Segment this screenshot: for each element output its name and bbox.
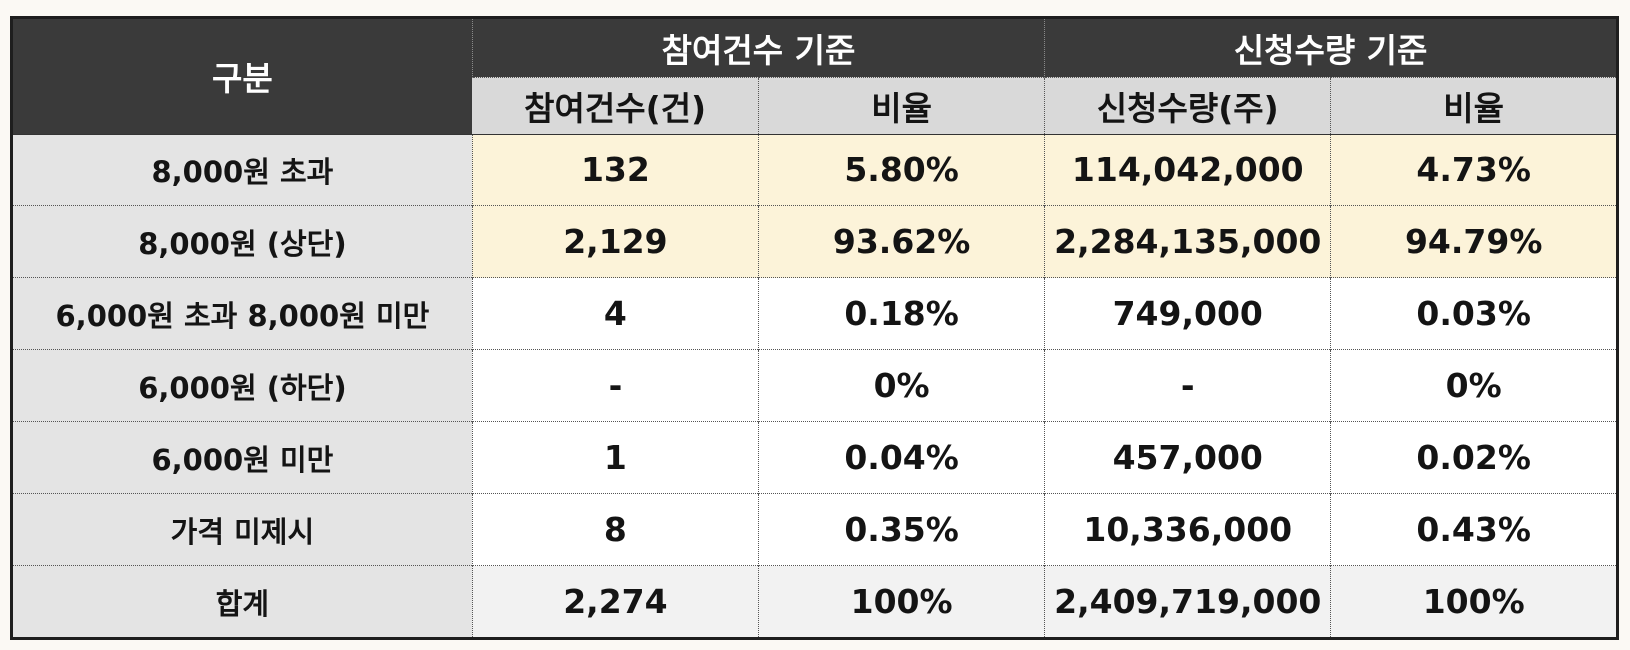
quantity-ratio-cell: 4.73%	[1330, 133, 1616, 206]
count-cell: -	[471, 349, 759, 422]
quantity-ratio-cell: 94.79%	[1330, 205, 1616, 278]
total-label: 합계	[13, 565, 473, 637]
quantity-cell: 457,000	[1044, 421, 1331, 494]
count-ratio-cell: 93.62%	[757, 205, 1045, 278]
total-quantity-ratio-cell: 100%	[1330, 565, 1616, 637]
count-cell: 1	[471, 421, 759, 494]
group-header-quantity: 신청수량 기준	[1044, 19, 1616, 77]
count-cell: 8	[471, 493, 759, 566]
total-quantity-cell: 2,409,719,000	[1044, 565, 1331, 637]
quantity-ratio-cell: 0.43%	[1330, 493, 1616, 566]
count-cell: 4	[471, 277, 759, 350]
quantity-ratio-cell: 0%	[1330, 349, 1616, 422]
quantity-ratio-cell: 0.02%	[1330, 421, 1616, 494]
row-label: 6,000원 (하단)	[13, 349, 473, 422]
sub-header-quantity-ratio: 비율	[1330, 76, 1616, 134]
total-row: 합계 2,274 100% 2,409,719,000 100%	[13, 565, 1616, 637]
quantity-cell: 10,336,000	[1044, 493, 1331, 566]
total-count-cell: 2,274	[471, 565, 759, 637]
table-row: 6,000원 (하단) - 0% - 0%	[13, 349, 1616, 422]
count-ratio-cell: 0.04%	[757, 421, 1045, 494]
table-row: 6,000원 미만 1 0.04% 457,000 0.02%	[13, 421, 1616, 494]
sub-header-count-ratio: 비율	[757, 76, 1045, 134]
results-table: 구분 참여건수 기준 신청수량 기준 참여건수(건) 비율 신청수량(주) 비율…	[13, 19, 1616, 637]
demand-forecast-table: 구분 참여건수 기준 신청수량 기준 참여건수(건) 비율 신청수량(주) 비율…	[10, 16, 1619, 640]
table-row: 8,000원 초과 132 5.80% 114,042,000 4.73%	[13, 133, 1616, 206]
table-row: 가격 미제시 8 0.35% 10,336,000 0.43%	[13, 493, 1616, 566]
corner-header: 구분	[13, 19, 473, 134]
row-label: 가격 미제시	[13, 493, 473, 566]
table-row: 6,000원 초과 8,000원 미만 4 0.18% 749,000 0.03…	[13, 277, 1616, 350]
count-cell: 132	[471, 133, 759, 206]
quantity-cell: 749,000	[1044, 277, 1331, 350]
count-cell: 2,129	[471, 205, 759, 278]
count-ratio-cell: 0%	[757, 349, 1045, 422]
group-header-count: 참여건수 기준	[471, 19, 1045, 77]
quantity-cell: -	[1044, 349, 1331, 422]
quantity-cell: 114,042,000	[1044, 133, 1331, 206]
table-row: 8,000원 (상단) 2,129 93.62% 2,284,135,000 9…	[13, 205, 1616, 278]
total-count-ratio-cell: 100%	[757, 565, 1045, 637]
count-ratio-cell: 0.18%	[757, 277, 1045, 350]
row-label: 8,000원 (상단)	[13, 205, 473, 278]
count-ratio-cell: 5.80%	[757, 133, 1045, 206]
sub-header-count: 참여건수(건)	[472, 76, 759, 134]
row-label: 6,000원 미만	[13, 421, 473, 494]
quantity-ratio-cell: 0.03%	[1330, 277, 1616, 350]
row-label: 8,000원 초과	[13, 133, 473, 206]
count-ratio-cell: 0.35%	[757, 493, 1045, 566]
quantity-cell: 2,284,135,000	[1044, 205, 1331, 278]
row-label: 6,000원 초과 8,000원 미만	[13, 277, 473, 350]
sub-header-quantity: 신청수량(주)	[1044, 76, 1331, 134]
